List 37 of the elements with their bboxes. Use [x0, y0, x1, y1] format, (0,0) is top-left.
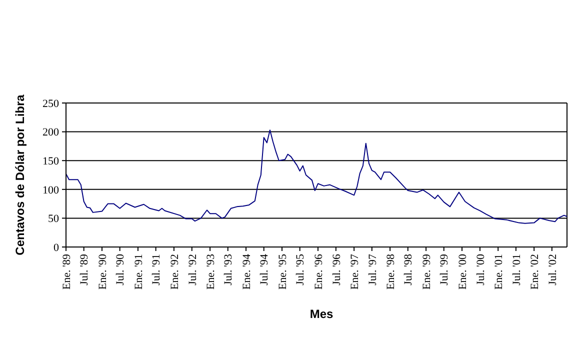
x-tick-label: Jul. '93: [222, 254, 235, 286]
x-tick-label: Ene. '02: [528, 254, 541, 290]
x-tick-label: Ene. '90: [96, 254, 109, 290]
y-tick-label: 0: [54, 242, 60, 254]
x-tick-label: Jul. '96: [330, 254, 343, 286]
x-tick-label: Ene. '94: [240, 254, 253, 290]
x-tick-label: Jul. '95: [294, 254, 307, 286]
x-tick-label: Ene. '91: [132, 254, 145, 290]
x-tick-label: Ene. '96: [312, 254, 325, 290]
x-tick-label: Ene. '99: [420, 254, 433, 290]
x-tick-label: Ene. '89: [60, 254, 73, 290]
y-tick-label: 250: [42, 98, 60, 110]
x-tick-label: Jul. '99: [438, 254, 451, 286]
x-tick-label: Ene. '95: [276, 254, 289, 290]
x-tick-label: Jul. '94: [258, 254, 271, 286]
x-tick-label: Ene. '98: [384, 254, 397, 290]
y-tick-label: 100: [42, 184, 60, 196]
x-tick-label: Ene. '93: [204, 254, 217, 290]
x-tick-label: Ene. '00: [456, 254, 469, 290]
x-tick-label: Jul. '01: [510, 254, 523, 286]
x-tick-label: Jul. '97: [366, 254, 379, 286]
x-tick-label: Jul. '91: [150, 254, 163, 286]
y-tick-label: 200: [42, 126, 60, 139]
line-series: [66, 130, 568, 224]
x-tick-label: Jul. '90: [114, 254, 127, 286]
x-tick-label: Ene. '92: [168, 254, 181, 290]
x-tick-label: Ene. '01: [492, 254, 505, 290]
x-axis-title: Mes: [310, 307, 334, 321]
x-tick-label: Jul. '00: [474, 254, 487, 286]
y-tick-label: 150: [42, 155, 60, 168]
x-tick-label: Jul. '92: [186, 254, 199, 286]
x-tick-label: Ene. '97: [348, 254, 361, 290]
x-tick-label: Jul. '98: [402, 254, 415, 286]
x-tick-label: Jul. '89: [78, 254, 91, 286]
x-tick-label: Jul. '02: [546, 254, 559, 286]
y-tick-label: 50: [48, 213, 60, 226]
y-axis-title: Centavos de Dólar por Libra: [13, 94, 27, 256]
